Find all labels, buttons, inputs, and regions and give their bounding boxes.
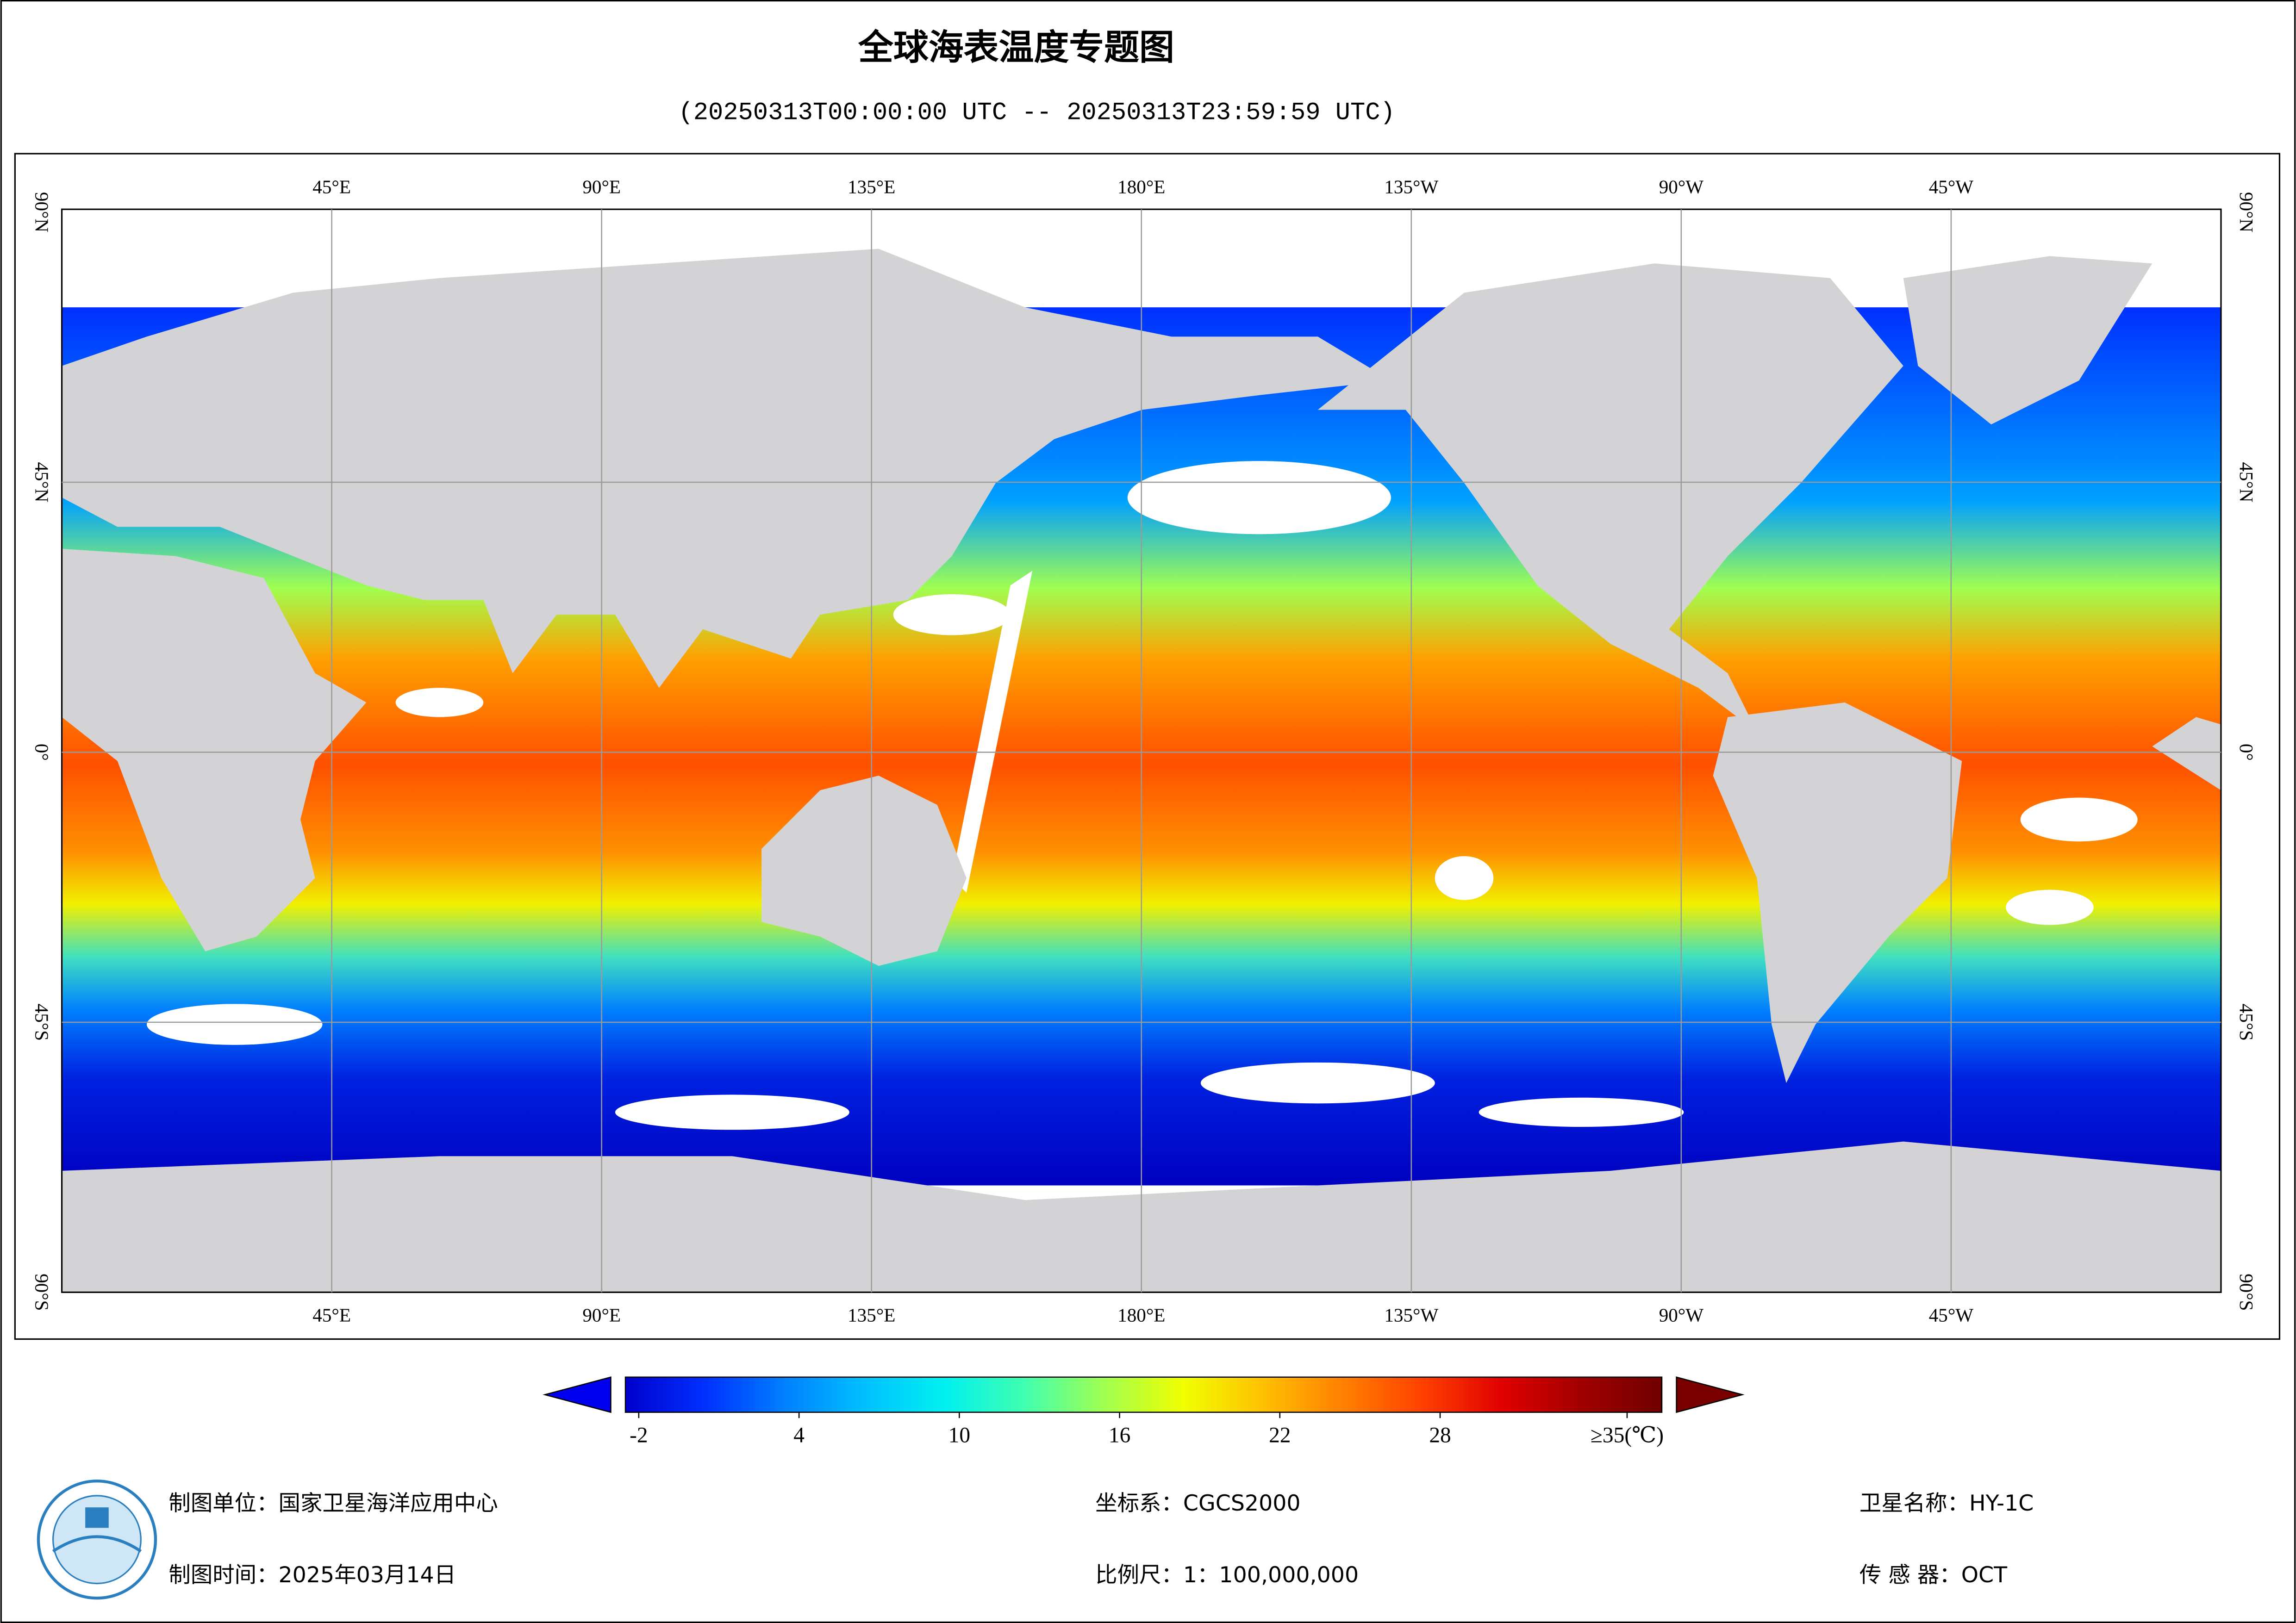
lon-label-top: 45°E [312, 176, 351, 197]
lon-label-bottom: 135°W [1384, 1305, 1438, 1326]
colorbar-body [624, 1376, 1663, 1413]
lon-label-top: 135°E [848, 176, 895, 197]
footer-crs: 坐标系：CGCS2000 [1095, 1491, 1300, 1516]
lat-label-right: 0° [2236, 744, 2257, 761]
colorbar-tick-label: 16 [1109, 1423, 1130, 1447]
graticule [62, 209, 2221, 1293]
lon-label-top: 45°W [1929, 176, 1974, 197]
footer-date: 制图时间：2025年03月14日 [168, 1562, 456, 1588]
lon-label-bottom: 90°E [582, 1305, 621, 1326]
subtitle: (20250313T00:00:00 UTC -- 20250313T23:59… [679, 99, 1395, 127]
lat-label-left: 90°N [31, 192, 53, 232]
lon-label-bottom: 45°E [312, 1305, 351, 1326]
lat-label-left: 45°S [31, 1004, 53, 1041]
lon-label-bottom: 135°E [848, 1305, 895, 1326]
footer-satellite: 卫星名称：HY-1C [1859, 1491, 2034, 1516]
colorbar-tick-label: 22 [1269, 1423, 1291, 1447]
logo [37, 1480, 157, 1600]
lon-label-bottom: 45°W [1929, 1305, 1974, 1326]
lat-label-left: 45°N [31, 462, 53, 502]
cloud-mask [146, 461, 2138, 1130]
lon-label-top: 90°E [582, 176, 621, 197]
colorbar-tick-label: -2 [630, 1423, 648, 1447]
footer-sensor: 传 感 器：OCT [1859, 1562, 2008, 1588]
colorbar: -2 4 10 16 22 28 ≥35(℃) [543, 1376, 1745, 1447]
lat-label-right: 45°N [2236, 462, 2257, 502]
footer-scale: 比例尺：1：100,000,000 [1095, 1562, 1359, 1588]
lon-label-bottom: 90°W [1659, 1305, 1704, 1326]
graticule-labels: 45°E 45°E 90°E 90°E 135°E 135°E 180°E 180°E 135°… [31, 176, 2257, 1325]
map-frame [14, 153, 2281, 1340]
lat-label-right: 45°S [2236, 1004, 2257, 1041]
lon-label-top: 90°W [1659, 176, 1704, 197]
colorbar-tick-label: ≥35(℃) [1591, 1423, 1664, 1447]
colorbar-over [1676, 1376, 1745, 1413]
title: 全球海表温度专题图 [858, 27, 1174, 68]
lat-label-left: 0° [31, 744, 53, 761]
colorbar-tick-label: 4 [793, 1423, 805, 1447]
lat-label-right: 90°S [2236, 1274, 2257, 1311]
colorbar-under [543, 1376, 611, 1413]
colorbar-tick-label: 10 [948, 1423, 970, 1447]
lat-label-right: 90°N [2236, 192, 2257, 232]
colorbar-tick-label: 28 [1429, 1423, 1451, 1447]
lat-label-left: 90°S [31, 1274, 53, 1311]
footer-unit: 制图单位：国家卫星海洋应用中心 [168, 1491, 498, 1516]
lon-label-bottom: 180°E [1117, 1305, 1165, 1326]
lon-label-top: 180°E [1117, 176, 1165, 197]
lon-label-top: 135°W [1384, 176, 1438, 197]
